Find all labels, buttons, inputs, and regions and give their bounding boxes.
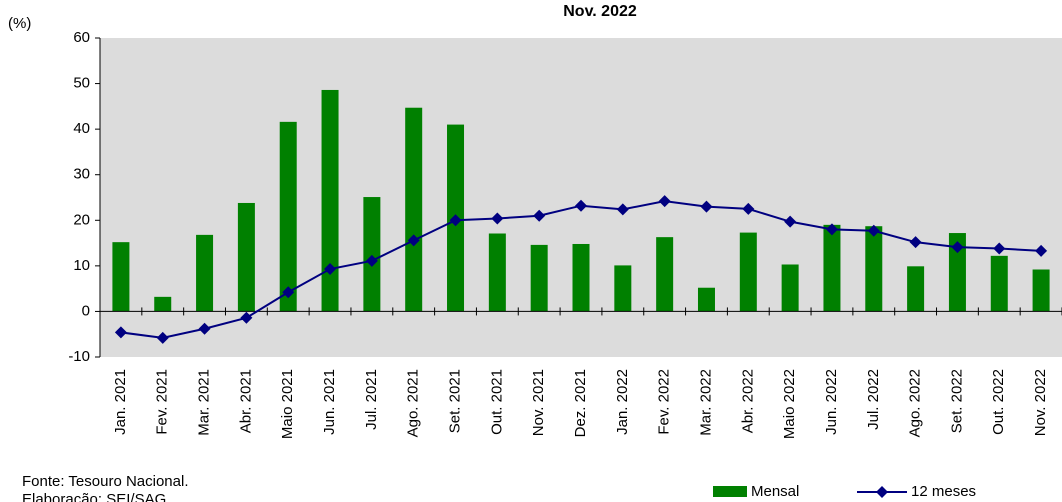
source-note: Elaboração: SEI/SAG. (22, 491, 170, 502)
bar (488, 233, 506, 312)
bar (739, 232, 757, 312)
y-tick-label: -10 (68, 348, 90, 365)
x-tick-label: Dez. 2021 (572, 369, 589, 437)
x-tick-label: Jul. 2022 (865, 369, 882, 430)
legend-swatch (876, 486, 888, 498)
x-tick-label: Set. 2022 (948, 369, 965, 433)
line-marker (114, 326, 127, 339)
bar (363, 197, 381, 312)
x-tick-label: Abr. 2021 (237, 369, 254, 433)
bar (990, 255, 1008, 312)
x-tick-label: Jun. 2021 (321, 369, 338, 435)
bar (572, 243, 590, 312)
x-tick-label: Out. 2022 (990, 369, 1007, 435)
legend-label: Mensal (751, 483, 799, 500)
bar (614, 265, 632, 312)
line-marker (784, 215, 797, 228)
line-marker (198, 322, 211, 335)
y-tick-label: 20 (73, 211, 90, 228)
bar (781, 264, 799, 312)
line-marker (867, 224, 880, 237)
x-tick-label: Mar. 2022 (697, 369, 714, 436)
y-tick-label: 50 (73, 75, 90, 92)
x-tick-label: Set. 2021 (446, 369, 463, 433)
y-tick-label: 40 (73, 120, 90, 137)
legend-swatch (713, 486, 747, 497)
line-marker (909, 236, 922, 249)
line-marker (575, 199, 587, 212)
x-tick-label: Abr. 2022 (739, 369, 756, 433)
line-marker (449, 214, 462, 227)
y-tick-label: 0 (82, 302, 90, 319)
bar (154, 296, 172, 312)
line-marker (491, 212, 504, 225)
line-marker (993, 242, 1006, 255)
bar (948, 233, 966, 312)
bar (321, 89, 339, 312)
bar (196, 234, 214, 312)
bar (656, 237, 674, 312)
x-tick-label: Jan. 2022 (614, 369, 631, 435)
line-marker (156, 331, 169, 344)
x-tick-label: Nov. 2021 (530, 369, 547, 436)
bar (279, 121, 297, 312)
y-tick-label: 60 (73, 29, 90, 46)
x-tick-label: Fev. 2021 (154, 369, 171, 435)
line-marker (742, 202, 755, 215)
line-marker (282, 286, 295, 299)
source-note: Fonte: Tesouro Nacional. (22, 473, 189, 490)
line-marker (1035, 244, 1048, 257)
x-tick-label: Maio 2021 (279, 369, 296, 439)
y-axis-label: (%) (8, 15, 31, 32)
line-marker (533, 209, 546, 222)
x-tick-label: Fev. 2022 (656, 369, 673, 435)
x-tick-label: Out. 2021 (488, 369, 505, 435)
x-tick-label: Nov. 2022 (1032, 369, 1049, 436)
x-tick-label: Jun. 2022 (823, 369, 840, 435)
x-tick-label: Jul. 2021 (363, 369, 380, 430)
line-marker (658, 195, 671, 208)
x-tick-label: Ago. 2021 (405, 369, 422, 437)
line-marker (700, 200, 713, 213)
line-marker (365, 254, 378, 267)
line-marker (616, 203, 629, 216)
line-marker (240, 311, 253, 324)
line-marker (407, 234, 420, 247)
legend-label: 12 meses (911, 483, 976, 500)
bar (530, 244, 548, 312)
x-tick-label: Maio 2022 (781, 369, 798, 439)
bar (907, 266, 925, 312)
bar (697, 287, 715, 312)
x-tick-label: Ago. 2022 (907, 369, 924, 437)
y-tick-label: 30 (73, 166, 90, 183)
x-tick-label: Jan. 2021 (112, 369, 129, 435)
y-tick-label: 10 (73, 257, 90, 274)
bar (865, 226, 883, 312)
chart-title: Nov. 2022 (563, 3, 637, 20)
bar (405, 107, 423, 312)
bar (112, 242, 130, 312)
x-tick-label: Mar. 2021 (196, 369, 213, 436)
bar (237, 202, 255, 312)
line-marker (324, 263, 337, 276)
bar (823, 224, 841, 312)
line-marker (951, 241, 964, 254)
line-marker (825, 223, 838, 236)
bar (1032, 269, 1050, 312)
